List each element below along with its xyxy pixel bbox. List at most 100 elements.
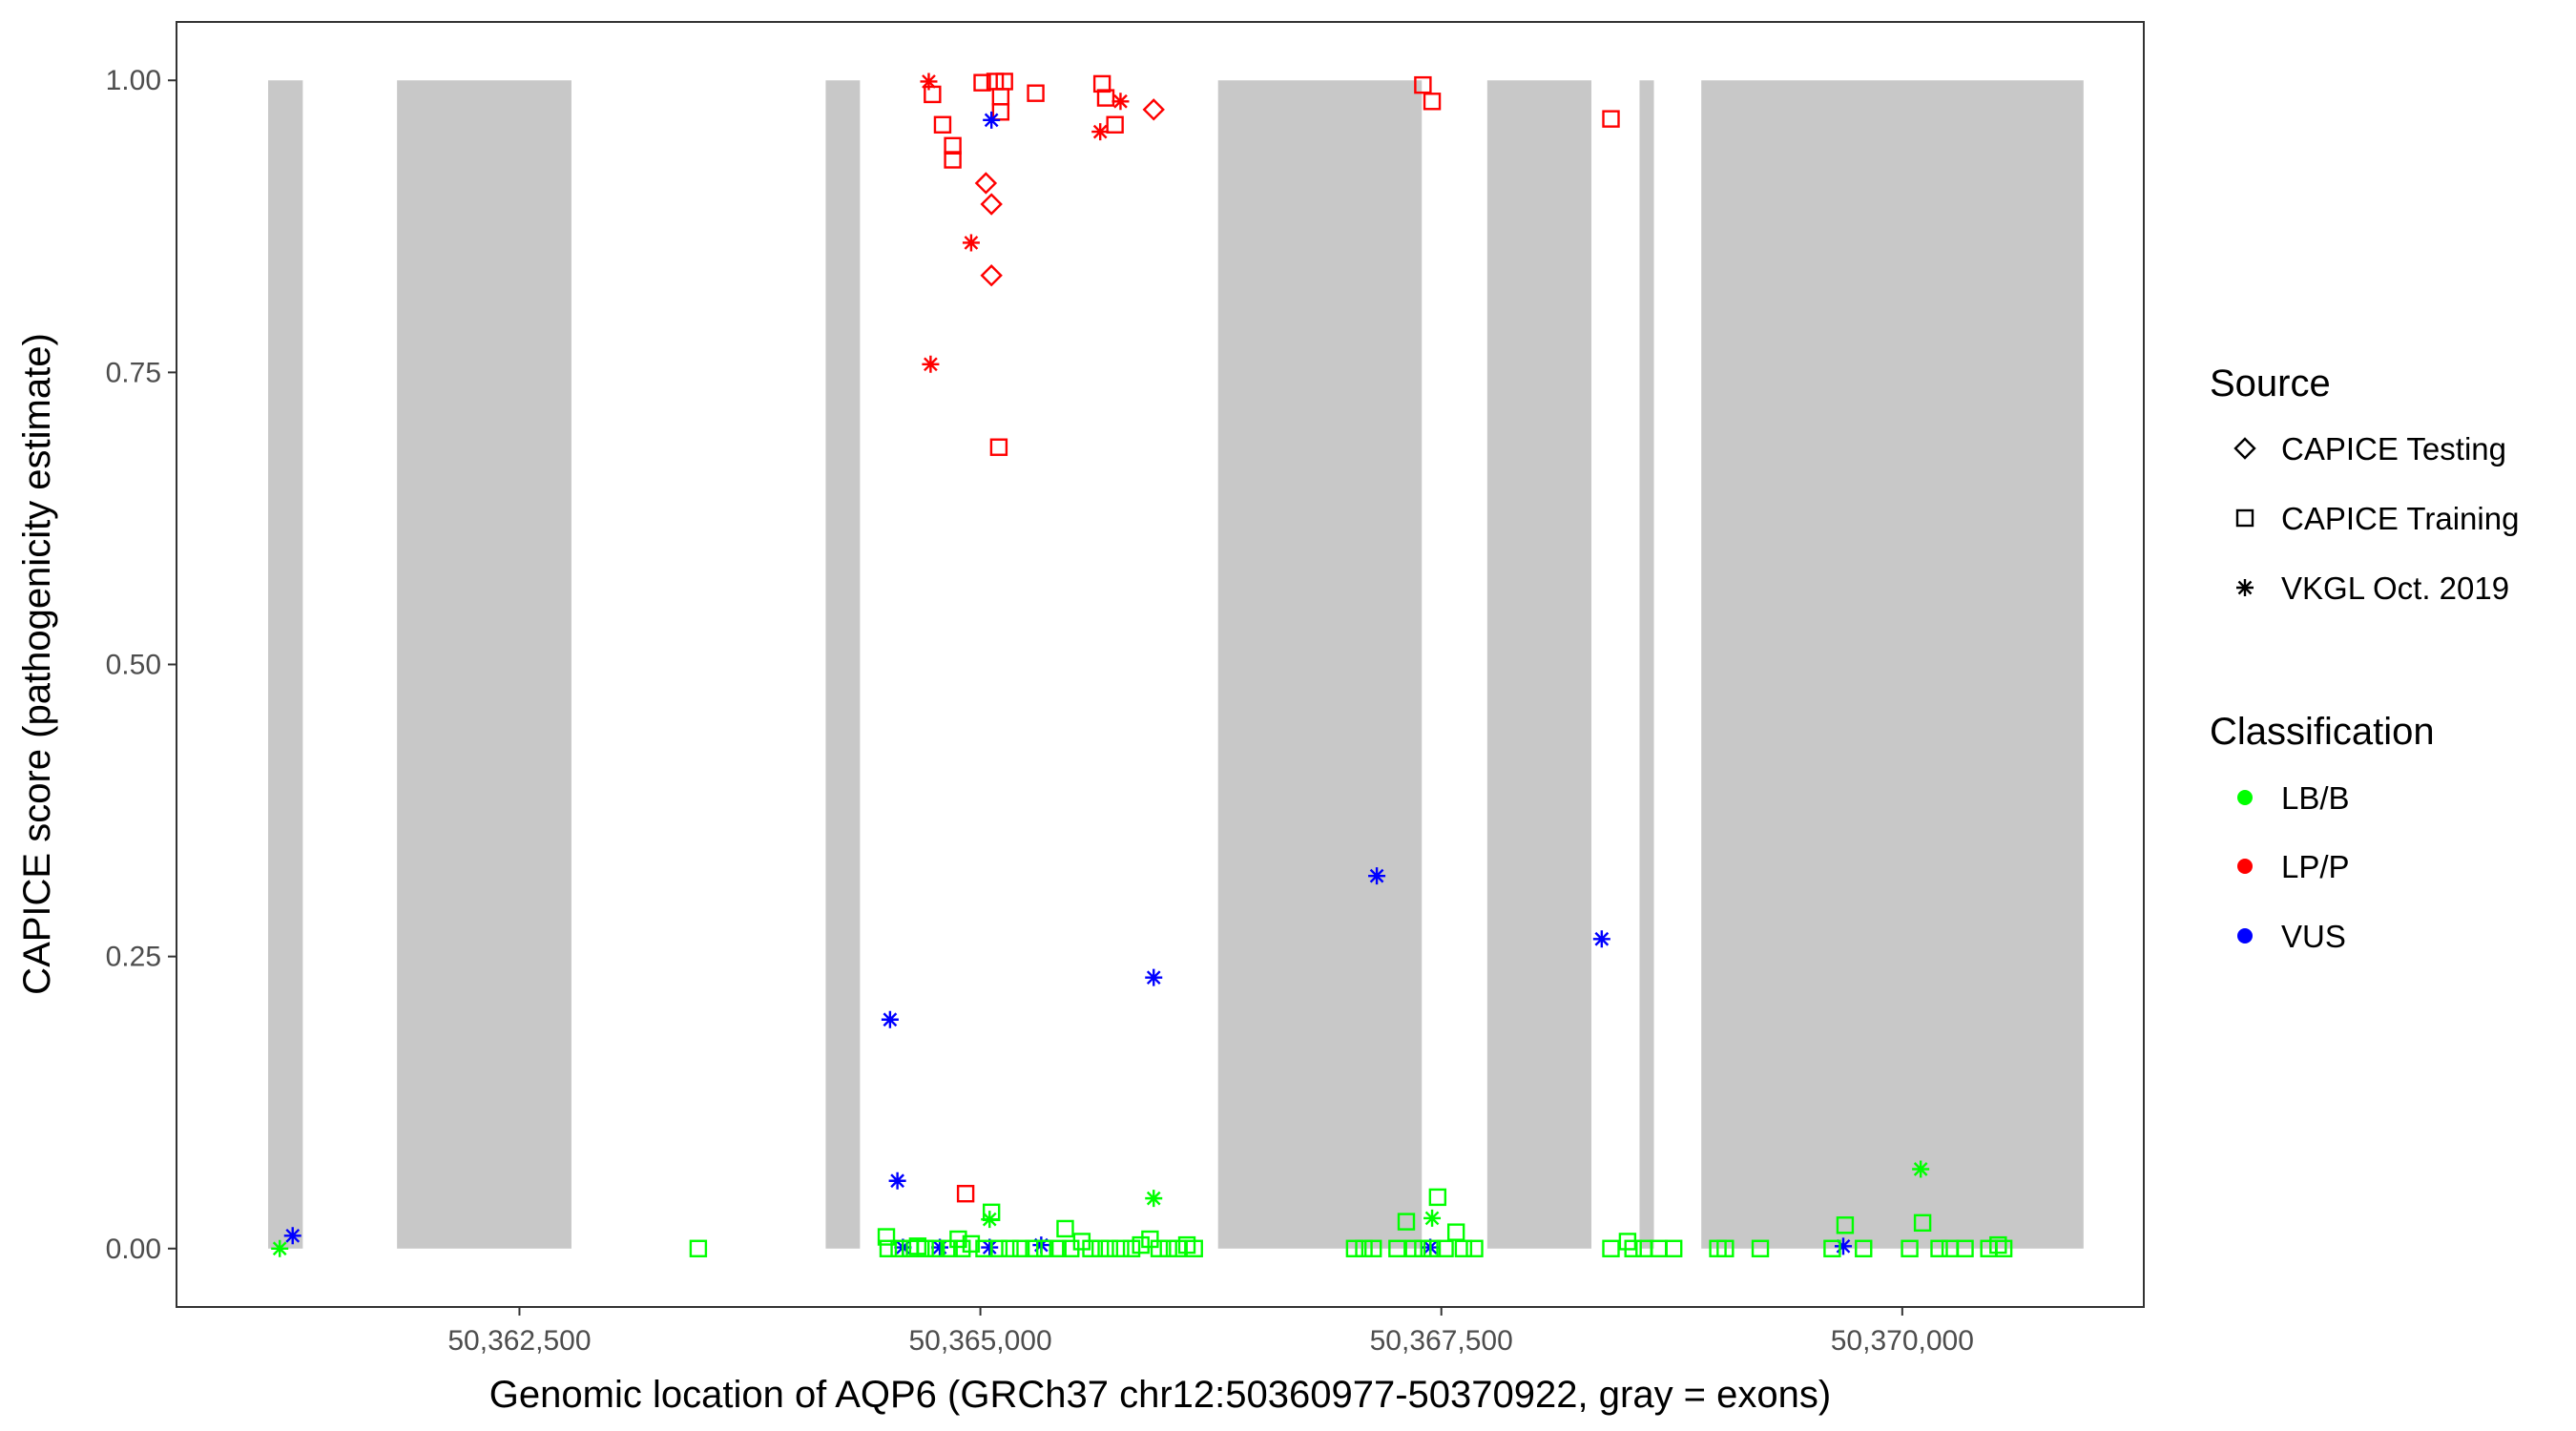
axes: 0.00 0.25 0.50 0.75 1.00 50,362,500 50,365,000… [106, 65, 1974, 1357]
data-point-lb-square [877, 1228, 896, 1246]
data-point-lb-square [1141, 1230, 1159, 1249]
data-point-lb-square [1989, 1235, 2007, 1255]
data-point-lb-square [989, 1239, 1008, 1257]
data-point-lp-square [991, 103, 1010, 121]
data-point-lb-square [1100, 1239, 1119, 1257]
x-tick-label: 50,365,000 [909, 1325, 1052, 1357]
x-tick-label: 50,370,000 [1831, 1325, 1974, 1357]
data-point-lp-square [1414, 75, 1432, 94]
asterisk-icon [2236, 579, 2254, 596]
data-point-lb-square [1751, 1239, 1770, 1257]
exon-band [1701, 80, 2084, 1249]
data-point-lb-square [1423, 1239, 1442, 1257]
data-point-lb-square [1388, 1239, 1406, 1257]
data-point-lp-square [1106, 115, 1124, 134]
data-point-vus-asterisk [283, 1227, 301, 1245]
data-point-lb-square [1716, 1239, 1735, 1257]
data-point-lp-asterisk [962, 234, 980, 252]
y-axis-title: CAPICE score (pathogenicity estimate) [16, 333, 58, 995]
exon-band [397, 80, 571, 1249]
exon-band [1639, 80, 1654, 1249]
data-point-lp-asterisk [920, 73, 938, 91]
legend-label-vus: VUS [2281, 919, 2346, 954]
data-point-lb-square [1901, 1239, 1919, 1257]
data-point-lp-square [989, 438, 1008, 456]
legend-item-vkgl: VKGL Oct. 2019 [2236, 570, 2509, 606]
data-point-lb-square [1159, 1239, 1177, 1257]
data-point-lb-square [1049, 1239, 1067, 1257]
legend-dot-vus [2237, 928, 2253, 944]
data-point-lp-square [1092, 74, 1111, 93]
data-point-lb-square [926, 1239, 945, 1257]
exon-band [268, 80, 303, 1249]
legend-item-vus: VUS [2237, 919, 2346, 954]
diamond-icon [2233, 437, 2256, 460]
data-point-lb-square [1082, 1239, 1100, 1257]
legend-item-lp: LP/P [2237, 849, 2350, 884]
data-point-lp-square [944, 151, 962, 169]
exon-band [825, 80, 861, 1249]
data-point-lb-square [1855, 1239, 1873, 1257]
y-tick-label: 0.25 [106, 942, 161, 973]
data-point-vus-asterisk [983, 111, 1001, 129]
legend-item-lb: LB/B [2237, 780, 2350, 816]
data-point-lb-square [1091, 1239, 1110, 1257]
data-point-lp-diamond [1142, 98, 1165, 121]
data-point-lb-square [1930, 1239, 1948, 1257]
data-point-vus-asterisk [881, 1010, 899, 1028]
data-point-lp-square [944, 136, 962, 156]
data-point-vus-asterisk [1145, 968, 1163, 986]
data-point-lb-square [1823, 1239, 1841, 1257]
data-point-lb-square [1111, 1239, 1130, 1257]
data-point-lb-square [953, 1239, 971, 1257]
data-point-lb-square [1836, 1216, 1855, 1234]
data-point-lb-square [1665, 1239, 1683, 1257]
legend-title-classification: Classification [2210, 711, 2435, 753]
data-point-lb-square [916, 1239, 934, 1257]
data-point-lb-square [1913, 1213, 1932, 1233]
data-point-lp-diamond [980, 193, 1003, 216]
data-point-lb-asterisk [981, 1211, 999, 1229]
data-point-lb-square [1355, 1239, 1373, 1257]
data-point-lb-square [1132, 1235, 1150, 1255]
legend-item-capice-training: CAPICE Training [2235, 501, 2519, 536]
data-point-lp-square [956, 1185, 975, 1203]
data-point-lp-asterisk [1111, 93, 1130, 111]
legend-label-capice-training: CAPICE Training [2281, 501, 2519, 536]
data-point-lp-square [933, 115, 952, 134]
legend-label-vkgl: VKGL Oct. 2019 [2281, 570, 2509, 606]
exon-band [1217, 80, 1423, 1249]
data-point-lp-square [1096, 89, 1115, 107]
data-point-vus-asterisk [1592, 930, 1610, 948]
data-point-lb-square [1001, 1239, 1019, 1257]
data-point-lb-asterisk [1145, 1190, 1163, 1208]
data-point-lb-asterisk [1912, 1160, 1930, 1178]
data-point-lb-square [1122, 1239, 1141, 1257]
y-tick-label: 0.50 [106, 650, 161, 681]
data-point-lp-asterisk [1091, 123, 1110, 141]
exon-bands [268, 80, 2084, 1249]
data-point-lb-asterisk [1423, 1209, 1442, 1227]
data-point-lp-diamond [974, 172, 998, 195]
data-point-lb-asterisk [271, 1239, 289, 1257]
data-point-vus-asterisk [888, 1172, 906, 1190]
data-point-lb-square [879, 1239, 898, 1257]
data-point-lb-square [1397, 1213, 1416, 1231]
x-axis-title: Genomic location of AQP6 (GRCh37 chr12:5… [489, 1374, 1831, 1416]
legend-dot-lb [2237, 790, 2253, 805]
data-point-lb-square [1414, 1239, 1432, 1257]
x-tick-label: 50,367,500 [1370, 1325, 1513, 1357]
y-tick-label: 1.00 [106, 65, 161, 96]
data-point-lb-square [1428, 1188, 1447, 1207]
y-tick-label: 0.00 [106, 1234, 161, 1265]
data-point-lb-square [1454, 1239, 1473, 1257]
data-point-lb-square [1150, 1239, 1169, 1257]
exon-band [1486, 80, 1592, 1249]
data-point-lb-square [1185, 1239, 1203, 1257]
data-point-lb-square [1345, 1239, 1364, 1257]
data-point-lb-square [1404, 1239, 1423, 1257]
data-point-lp-square [1027, 84, 1045, 102]
legend-title-source: Source [2210, 363, 2331, 404]
data-point-lb-square [962, 1234, 981, 1254]
